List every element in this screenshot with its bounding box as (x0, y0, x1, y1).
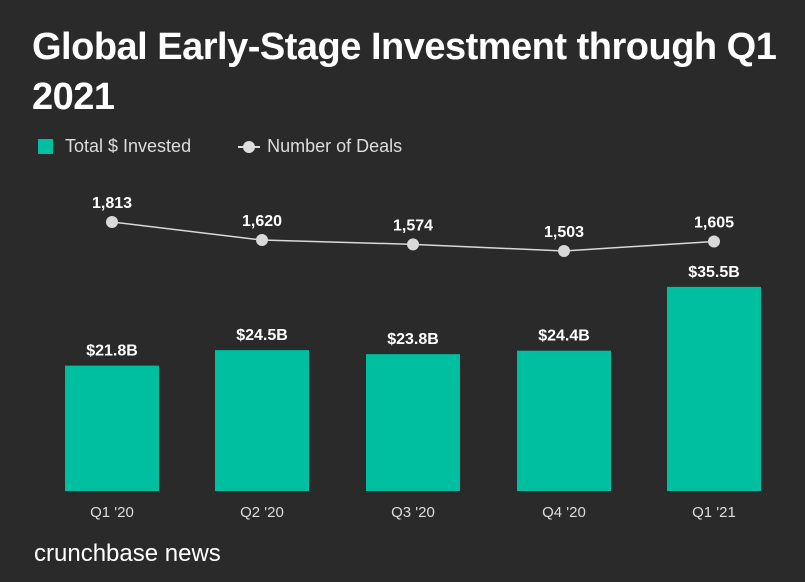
legend-marker-line (238, 140, 261, 153)
deals-value-label: 1,605 (694, 214, 734, 231)
deals-point (407, 238, 419, 251)
bar (65, 365, 159, 491)
legend-swatch-bar (38, 139, 53, 154)
bar-value-label: $24.5B (236, 327, 288, 344)
deals-point (256, 234, 268, 247)
x-tick-label: Q3 '20 (391, 504, 435, 521)
bar-value-label: $21.8B (86, 343, 138, 360)
x-tick-label: Q4 '20 (542, 504, 586, 521)
legend-label-deals: Number of Deals (267, 136, 403, 156)
x-tick-label: Q1 '21 (692, 504, 736, 521)
x-tick-label: Q2 '20 (240, 504, 284, 521)
bar-value-label: $23.8B (387, 331, 439, 348)
legend: Total $ Invested Number of Deals (38, 136, 402, 157)
deals-point (106, 216, 118, 228)
legend-label-invested: Total $ Invested (65, 136, 192, 156)
bar (517, 350, 611, 491)
deals-value-label: 1,574 (393, 217, 433, 234)
brand-logo: crunchbase news (34, 540, 221, 567)
deals-value-label: 1,620 (242, 213, 282, 230)
bar-value-label: $35.5B (688, 264, 740, 281)
bar (667, 286, 761, 491)
bar (366, 354, 460, 491)
deals-point (708, 235, 720, 248)
bar-value-label: $24.4B (538, 328, 590, 345)
deals-value-label: 1,813 (92, 195, 132, 212)
deals-point (558, 244, 570, 257)
deals-value-label: 1,503 (544, 224, 584, 241)
x-tick-label: Q1 '20 (90, 504, 134, 521)
chart-title: Global Early-Stage Investment through Q1… (32, 26, 777, 118)
bar (215, 350, 309, 491)
